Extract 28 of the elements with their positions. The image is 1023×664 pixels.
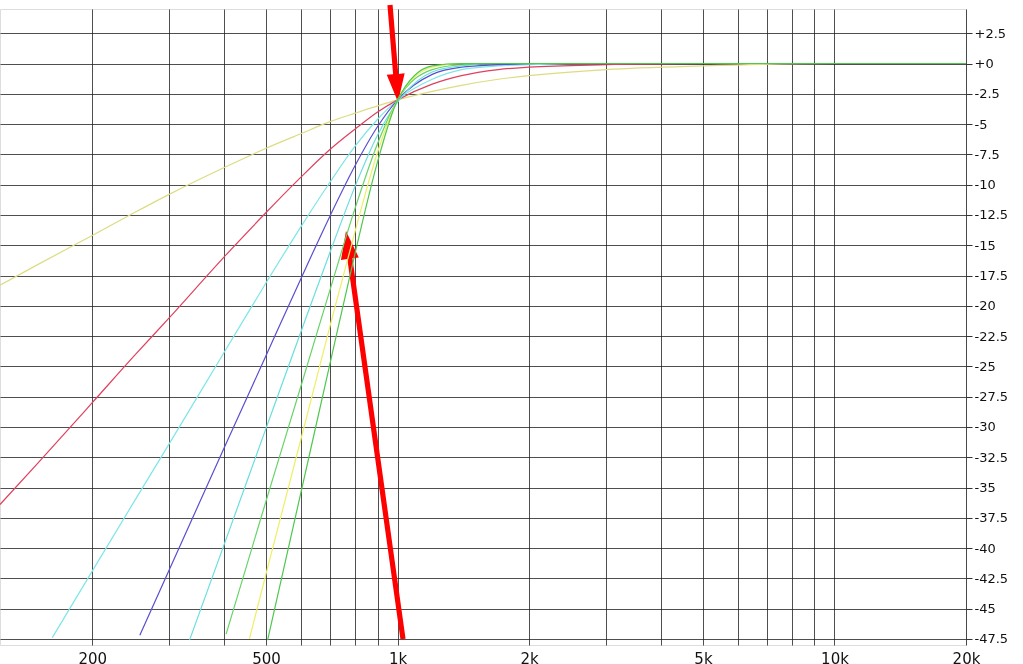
- y-tick-label: -10: [974, 177, 996, 193]
- x-tick-label: 200: [78, 649, 108, 664]
- y-tick-label: -2.5: [974, 86, 1000, 102]
- y-tick-label: -20: [974, 298, 996, 314]
- y-tick-label: -25: [974, 358, 996, 374]
- y-tick-label: +2.5: [974, 25, 1007, 41]
- x-tick-label: 500: [252, 649, 281, 664]
- y-tick-label: -32.5: [974, 449, 1009, 465]
- y-tick-label: -5: [974, 116, 988, 132]
- y-tick-label: -15: [974, 237, 996, 253]
- y-tick-label: -45: [974, 601, 996, 617]
- y-tick-label: -42.5: [974, 570, 1009, 586]
- y-tick-label: -47.5: [974, 631, 1009, 647]
- y-tick-label: -7.5: [974, 146, 1000, 162]
- x-tick-label: 20k: [952, 649, 981, 664]
- y-tick-label: -35: [974, 480, 996, 496]
- x-tick-label: 2k: [520, 649, 540, 664]
- y-tick-label: +0: [974, 56, 994, 72]
- y-tick-label: -37.5: [974, 510, 1009, 526]
- y-tick-label: -22.5: [974, 328, 1009, 344]
- y-tick-label: -27.5: [974, 389, 1009, 405]
- x-tick-label: 10k: [821, 649, 850, 664]
- y-tick-label: -30: [974, 419, 996, 435]
- y-tick-label: -40: [974, 540, 996, 556]
- y-tick-label: -12.5: [974, 207, 1009, 223]
- x-tick-label: 5k: [694, 649, 713, 664]
- x-tick-label: 1k: [388, 649, 408, 664]
- y-tick-label: -17.5: [974, 268, 1009, 284]
